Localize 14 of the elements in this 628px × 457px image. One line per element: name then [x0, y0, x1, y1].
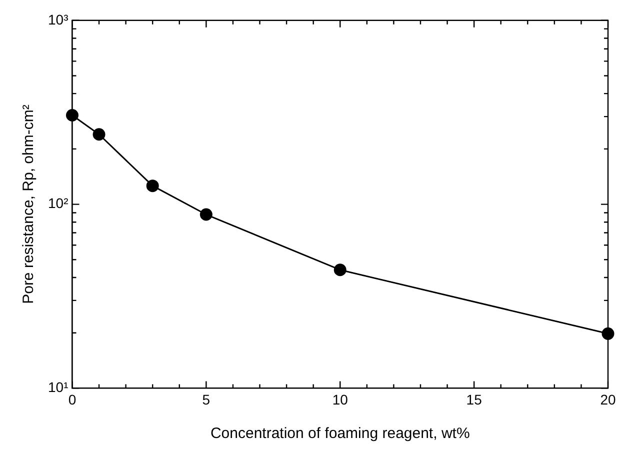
x-tick-label: 20 [600, 391, 616, 408]
point [200, 208, 212, 221]
y-tick-label: 10³ [48, 11, 69, 28]
x-tick-label: 0 [68, 391, 76, 408]
x-axis-title: Concentration of foaming reagent, wt% [210, 425, 470, 442]
point [92, 128, 106, 141]
y-axis-title: Pore resistance, Rp, ohm-cm² [20, 104, 38, 304]
y-tick-label: 10² [48, 195, 69, 212]
x-tick-label: 5 [202, 391, 210, 408]
point [146, 180, 159, 192]
x-tick-label: 10 [332, 391, 348, 408]
x-tick-label: 15 [466, 391, 482, 408]
y-tick-label: 10¹ [48, 379, 69, 396]
point [334, 264, 346, 276]
